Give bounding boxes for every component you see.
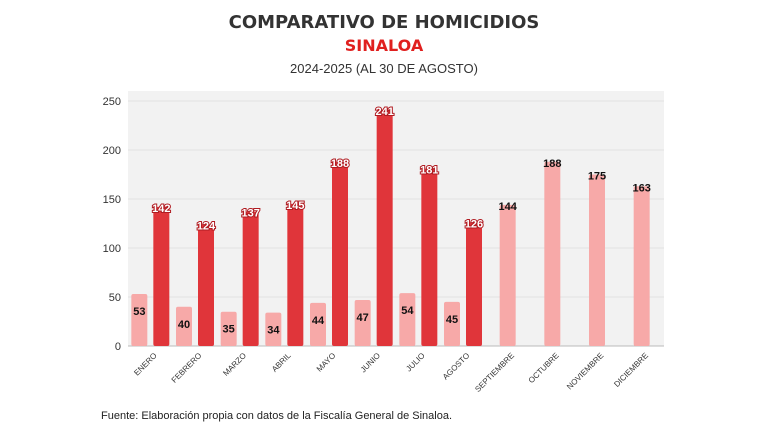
data-label: 163 xyxy=(632,182,650,194)
chart-subtitle: SINALOA xyxy=(344,36,424,55)
data-label: 142 xyxy=(152,203,170,215)
y-axis-ticks: 0 50 100 150 200 250 xyxy=(103,96,121,353)
bar-julio-series-1 xyxy=(399,293,416,346)
data-label: 35 xyxy=(223,324,235,336)
data-label: 124 xyxy=(197,220,216,232)
x-tick-label: NOVIEMBRE xyxy=(565,351,605,391)
y-tick-label: 0 xyxy=(115,341,121,353)
x-tick-label: ABRIL xyxy=(270,351,293,374)
data-label: 54 xyxy=(401,305,414,317)
y-tick-label: 200 xyxy=(103,145,121,157)
bar-mayo-series-1 xyxy=(310,302,326,346)
data-label: 137 xyxy=(241,208,259,220)
data-label: 126 xyxy=(465,219,483,231)
bar-mayo-series-2 xyxy=(332,161,348,346)
grid-lines xyxy=(128,100,664,347)
data-label: 40 xyxy=(178,319,190,331)
data-label: 144 xyxy=(498,201,517,213)
bar-junio-series-2 xyxy=(376,109,393,346)
y-tick-label: 50 xyxy=(109,292,121,304)
x-axis-ticks: ENERO FEBRERO MARZO ABRIL MAYO JUNIO JULIO AGOS… xyxy=(132,351,650,394)
bar-febrero-series-1 xyxy=(176,306,192,346)
x-tick-label: MAYO xyxy=(315,351,338,374)
bar-diciembre-series-1 xyxy=(633,186,650,346)
bar-enero-series-1 xyxy=(131,294,148,346)
bar-septiembre-series-1 xyxy=(499,204,516,346)
bar-enero-series-2 xyxy=(153,206,170,346)
data-label: 175 xyxy=(588,171,606,183)
chart-title: COMPARATIVO DE HOMICIDIOS xyxy=(228,12,540,33)
y-tick-label: 150 xyxy=(103,194,121,206)
bars xyxy=(131,109,650,346)
bar-junio-series-1 xyxy=(354,299,371,346)
data-label: 188 xyxy=(543,158,561,170)
data-label: 34 xyxy=(267,325,280,337)
bar-agosto-series-1 xyxy=(444,301,460,346)
bar-abril-series-2 xyxy=(287,203,304,346)
x-tick-label: DICIEMBRE xyxy=(612,351,650,389)
data-label: 45 xyxy=(446,314,458,326)
x-tick-label: MARZO xyxy=(221,351,248,378)
y-tick-label: 250 xyxy=(103,96,121,108)
bar-noviembre-series-1 xyxy=(589,174,605,346)
bar-octubre-series-1 xyxy=(544,161,561,346)
x-tick-label: JUNIO xyxy=(359,351,382,374)
bar-febrero-series-2 xyxy=(198,224,214,346)
x-tick-label: SEPTIEMBRE xyxy=(473,351,516,394)
plot-background xyxy=(128,91,664,346)
x-tick-label: JULIO xyxy=(404,351,426,373)
bar-julio-series-2 xyxy=(421,168,438,346)
bar-marzo-series-2 xyxy=(242,211,259,346)
data-labels: 53 142 40 124 35 137 34 145 44 188 47 241 54 181 45 126… xyxy=(133,105,651,337)
y-tick-label: 100 xyxy=(103,243,121,255)
data-label: 181 xyxy=(420,165,438,177)
bar-marzo-series-1 xyxy=(220,311,237,346)
chart-period: 2024-2025 (AL 30 DE AGOSTO) xyxy=(290,61,478,76)
bar-agosto-series-2 xyxy=(466,222,482,346)
data-label: 241 xyxy=(375,106,393,118)
x-tick-label: FEBRERO xyxy=(170,351,204,385)
bar-abril-series-1 xyxy=(265,312,282,346)
data-label: 53 xyxy=(133,306,145,318)
data-label: 47 xyxy=(357,312,369,324)
x-tick-label: ENERO xyxy=(132,351,158,377)
source-note: Fuente: Elaboración propia con datos de … xyxy=(101,410,452,422)
x-tick-label: AGOSTO xyxy=(441,351,471,381)
x-tick-label: OCTUBRE xyxy=(527,351,561,385)
data-label: 188 xyxy=(331,158,349,170)
data-label: 44 xyxy=(312,315,325,327)
data-label: 145 xyxy=(286,200,304,212)
